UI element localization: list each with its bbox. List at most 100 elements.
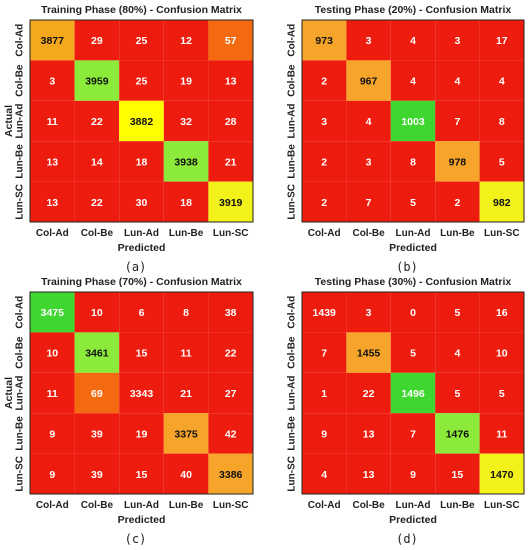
cell-value-label: 18 xyxy=(180,197,192,209)
cell-value-label: 38 xyxy=(225,307,237,319)
heatmap-cell xyxy=(119,181,164,222)
heatmap-cell xyxy=(479,332,524,373)
y-tick-label: Lun-SC xyxy=(287,184,298,220)
confusion-matrix-panel-4: Testing Phase (30%) - Confusion Matrix14… xyxy=(287,276,525,546)
cell-value-label: 15 xyxy=(452,469,464,481)
heatmap-cell xyxy=(30,292,75,333)
cell-value-label: 6 xyxy=(139,307,145,319)
heatmap-cell xyxy=(74,453,120,494)
cell-value-label: 8 xyxy=(410,156,416,168)
cell-value-label: 2 xyxy=(321,197,327,209)
heatmap-cell xyxy=(163,372,209,414)
cell-value-label: 7 xyxy=(321,348,327,360)
cell-value-label: 27 xyxy=(225,388,237,400)
x-tick-label: Col-Be xyxy=(81,500,114,511)
x-tick-label: Lun-Be xyxy=(169,500,204,511)
heatmap-cell xyxy=(119,372,164,414)
heatmap-cell xyxy=(346,141,391,182)
cell-value-label: 32 xyxy=(180,116,192,128)
heatmap-cell xyxy=(208,332,253,373)
cell-value-label: 7 xyxy=(366,197,372,209)
cell-value-label: 7 xyxy=(454,116,460,128)
heatmap-cell xyxy=(163,292,209,333)
x-tick-label: Lun-SC xyxy=(484,228,520,239)
heatmap-cell xyxy=(435,453,480,494)
heatmap-cell xyxy=(302,60,347,101)
cell-value-label: 7 xyxy=(410,428,416,440)
heatmap-cell xyxy=(435,413,480,454)
cell-value-label: 3 xyxy=(366,156,372,168)
heatmap-cell xyxy=(302,453,347,494)
cell-value-label: 3877 xyxy=(41,35,65,47)
confusion-matrix-panel-1: Training Phase (80%) - Confusion Matrix 3… xyxy=(3,4,254,274)
y-tick-label: Col-Be xyxy=(287,64,298,97)
heatmap-cell xyxy=(208,20,253,61)
heatmap-cell xyxy=(74,100,120,142)
x-tick-label: Lun-SC xyxy=(484,500,520,511)
heatmap-cell xyxy=(119,100,164,142)
cell-value-label: 13 xyxy=(225,76,237,88)
heatmap-cell xyxy=(30,60,75,101)
heatmap-cell xyxy=(74,141,120,182)
heatmap-cell xyxy=(119,413,164,454)
cell-value-label: 3475 xyxy=(41,307,65,319)
heatmap-cell xyxy=(346,181,391,222)
y-tick-label: Lun-Be xyxy=(15,416,26,451)
heatmap-cell xyxy=(479,20,524,61)
heatmap-cell xyxy=(479,141,524,182)
cell-value-label: 9 xyxy=(321,428,327,440)
x-tick-label: Lun-Ad xyxy=(396,500,431,511)
x-tick-label: Lun-SC xyxy=(213,228,249,239)
heatmap-cell xyxy=(435,292,480,333)
heatmap-cell xyxy=(435,372,480,414)
y-tick-label: Lun-Ad xyxy=(287,376,298,411)
heatmap-cell xyxy=(163,332,209,373)
heatmap-cell xyxy=(346,60,391,101)
heatmap-cell xyxy=(390,453,436,494)
cell-value-label: 22 xyxy=(91,197,103,209)
heatmap-cell xyxy=(163,20,209,61)
heatmap-cell xyxy=(346,413,391,454)
heatmap-cell xyxy=(74,292,120,333)
cell-value-label: 16 xyxy=(496,307,508,319)
cell-value-label: 14 xyxy=(91,156,103,168)
heatmap-cell xyxy=(435,20,480,61)
cell-value-label: 1476 xyxy=(446,428,470,440)
heatmap-cell xyxy=(479,292,524,333)
cell-value-label: 13 xyxy=(363,469,375,481)
x-axis-label: Predicted xyxy=(389,514,437,526)
cell-value-label: 5 xyxy=(410,348,416,360)
cell-value-label: 21 xyxy=(225,156,237,168)
cell-value-label: 22 xyxy=(225,348,237,360)
x-tick-label: Lun-Ad xyxy=(396,228,431,239)
heatmap-cell xyxy=(30,453,75,494)
heatmap-cell xyxy=(435,60,480,101)
x-tick-label: Col-Ad xyxy=(308,228,341,239)
heatmap-cell xyxy=(302,372,347,414)
cell-value-label: 5 xyxy=(410,197,416,209)
heatmap-cell xyxy=(163,453,209,494)
cell-value-label: 11 xyxy=(47,116,58,128)
x-tick-label: Col-Ad xyxy=(36,500,69,511)
heatmap-cell xyxy=(302,413,347,454)
heatmap-cell xyxy=(208,292,253,333)
cell-value-label: 4 xyxy=(410,76,416,88)
cell-value-label: 0 xyxy=(410,307,416,319)
cell-value-label: 1439 xyxy=(313,307,337,319)
cell-value-label: 1470 xyxy=(490,469,514,481)
cell-value-label: 19 xyxy=(180,76,192,88)
y-tick-label: Col-Ad xyxy=(287,24,298,57)
heatmap-cell xyxy=(479,372,524,414)
heatmap-cell xyxy=(208,372,253,414)
cell-value-label: 39 xyxy=(91,428,103,440)
panel-label: (a) xyxy=(125,260,147,274)
y-tick-label: Lun-SC xyxy=(15,184,26,220)
x-tick-label: Lun-Be xyxy=(440,500,475,511)
x-tick-label: Col-Be xyxy=(352,500,385,511)
heatmap-cell xyxy=(346,292,391,333)
heatmap-cell xyxy=(30,413,75,454)
cell-value-label: 4 xyxy=(410,35,416,47)
heatmap-cell xyxy=(119,332,164,373)
heatmap-cell xyxy=(30,332,75,373)
